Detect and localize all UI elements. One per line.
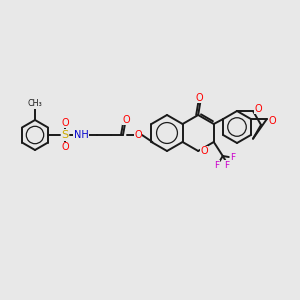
Text: O: O	[134, 130, 142, 140]
Text: F: F	[230, 154, 235, 163]
Text: NH: NH	[74, 130, 88, 140]
Text: O: O	[122, 115, 130, 125]
Text: O: O	[61, 118, 69, 128]
Text: O: O	[195, 93, 203, 103]
Text: S: S	[61, 130, 69, 140]
Text: F: F	[224, 160, 229, 169]
Text: F: F	[214, 160, 219, 169]
Text: O: O	[254, 104, 262, 114]
Text: O: O	[200, 146, 208, 156]
Text: O: O	[268, 116, 276, 126]
Text: O: O	[61, 142, 69, 152]
Text: CH₃: CH₃	[28, 100, 42, 109]
